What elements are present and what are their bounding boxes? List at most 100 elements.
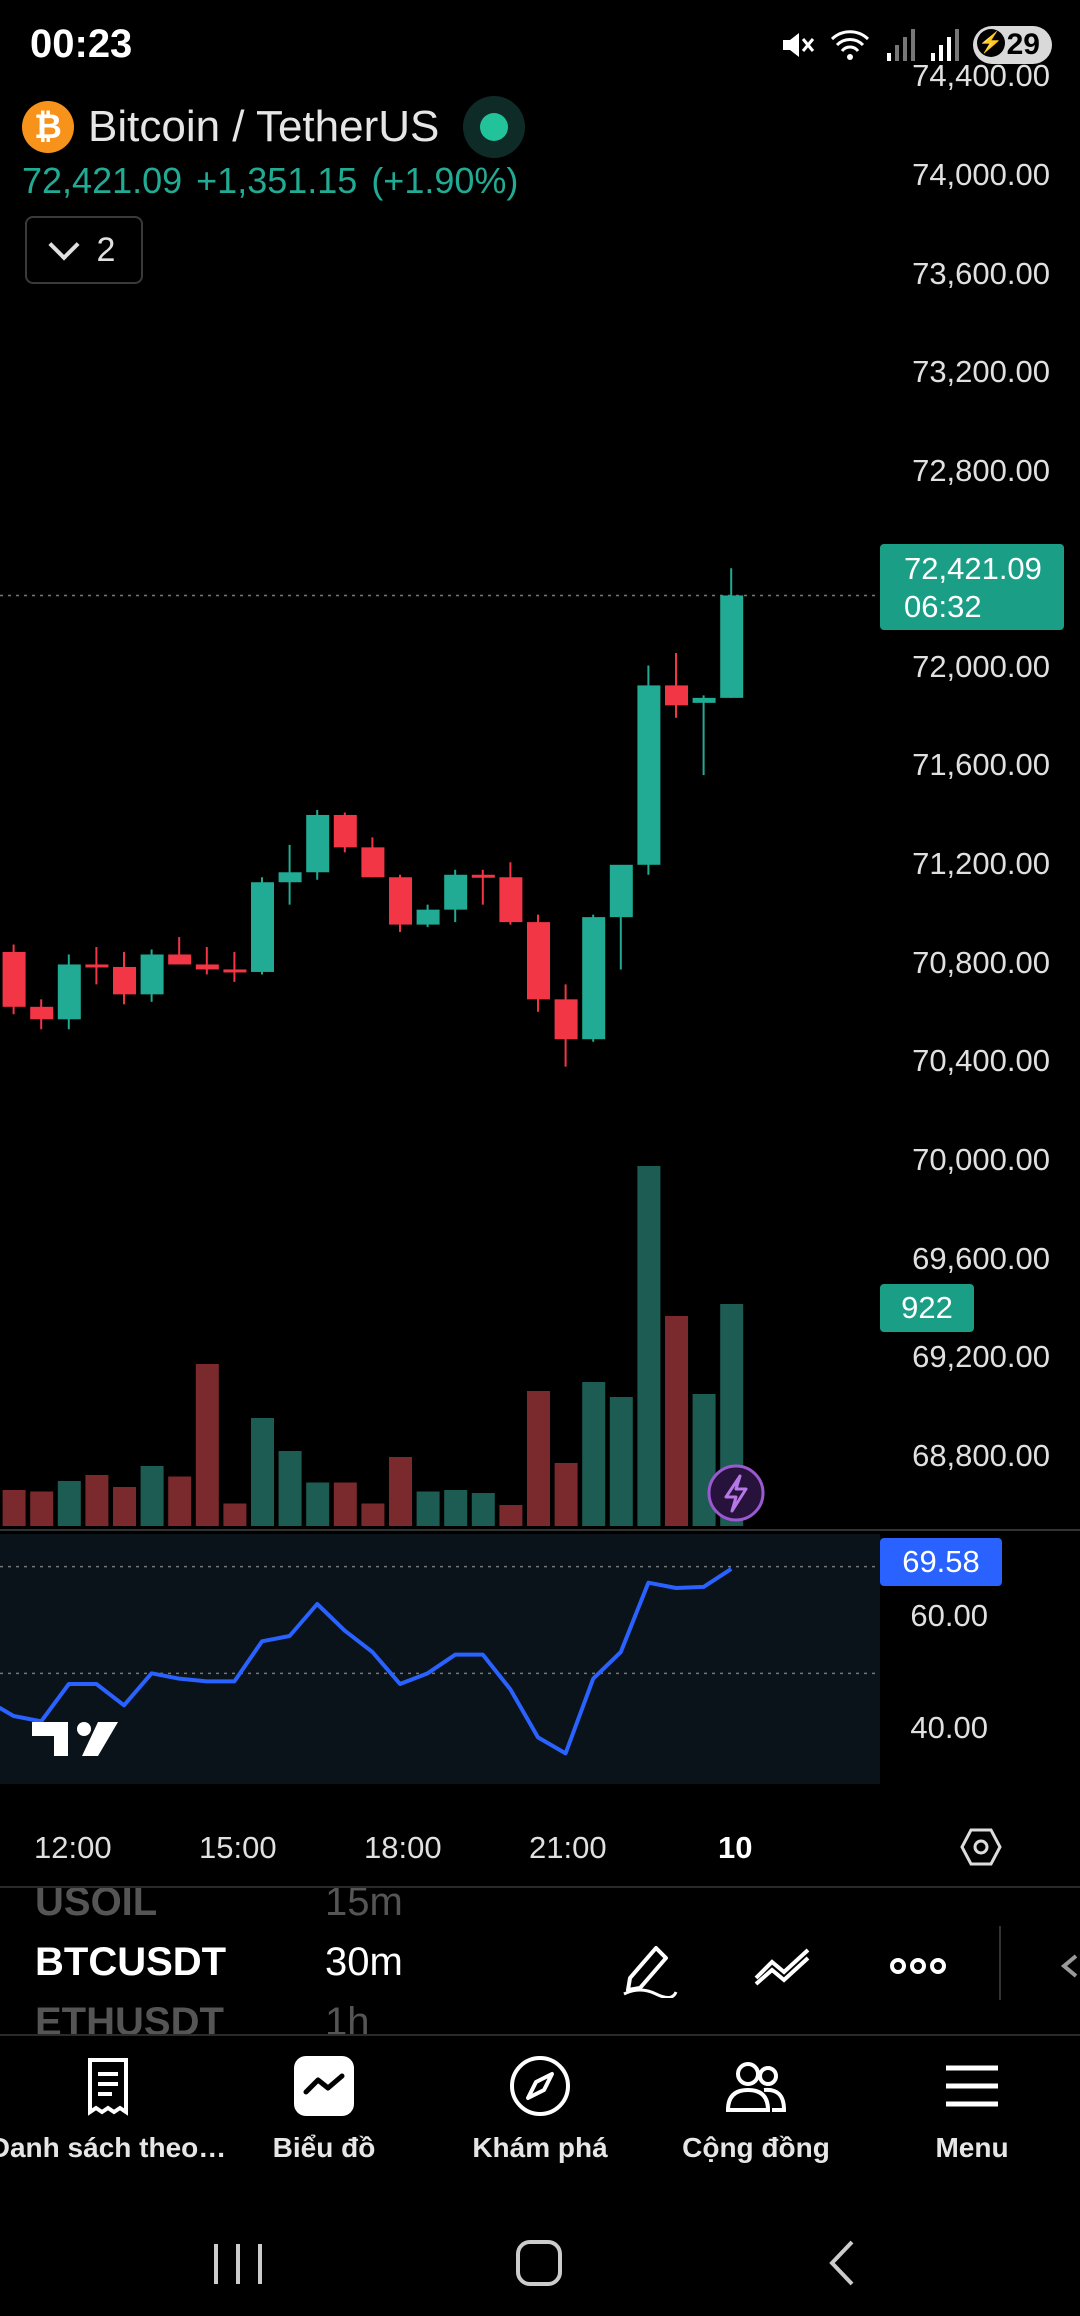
current-price-value: 72,421.09 xyxy=(904,551,1042,586)
price-axis-label: 73,200.00 xyxy=(912,354,1050,389)
symbol-next[interactable]: ETHUSDT xyxy=(35,2000,224,2036)
price-axis-label: 74,000.00 xyxy=(912,157,1050,192)
interval-prev[interactable]: 15m xyxy=(325,1886,403,1924)
symbol-prev[interactable]: USOIL xyxy=(35,1886,158,1924)
status-icons: ⚡ 29 xyxy=(779,26,1052,64)
current-price-tag: 72,421.09 06:32 xyxy=(880,544,1064,630)
wifi-icon xyxy=(830,30,869,60)
nav-explore[interactable]: Khám phá xyxy=(432,2036,648,2206)
volume-bar xyxy=(223,1503,247,1526)
last-price: 72,421.09 xyxy=(22,160,183,201)
candle-body xyxy=(692,697,716,703)
volume-bar xyxy=(527,1391,550,1526)
rsi-axis-label: 60.00 xyxy=(910,1598,988,1633)
toolbar-divider xyxy=(999,1926,1001,2000)
indicators-toggle-button[interactable]: 2 xyxy=(25,216,143,284)
volume-bar xyxy=(57,1481,81,1526)
lightning-icon xyxy=(724,1474,748,1513)
menu-icon xyxy=(946,2065,998,2107)
volume-bar xyxy=(278,1451,302,1526)
candle-body xyxy=(333,814,357,848)
collapse-icon[interactable] xyxy=(1050,1934,1080,1998)
volume-bar xyxy=(113,1487,136,1526)
indicators-count: 2 xyxy=(96,230,116,269)
candle-body xyxy=(306,814,330,873)
volume-bar xyxy=(85,1475,109,1526)
nav-label: Menu xyxy=(935,2132,1009,2163)
candle-body xyxy=(609,864,633,918)
volume-bar xyxy=(30,1491,54,1526)
chevron-down-icon xyxy=(47,229,80,261)
symbol-current[interactable]: BTCUSDT xyxy=(35,1940,227,1984)
tradingview-logo-part xyxy=(77,1722,91,1736)
signal-icon xyxy=(930,29,959,61)
volume-bar xyxy=(140,1466,164,1526)
candle-body xyxy=(582,917,606,1040)
community-icon xyxy=(725,2062,787,2112)
chart-settings-icon[interactable] xyxy=(960,1826,1002,1868)
volume-bar xyxy=(471,1493,495,1526)
chart-canvas[interactable] xyxy=(0,0,1080,1880)
symbol-picker[interactable]: USOIL 15m BTCUSDT 30m ETHUSDT 1h xyxy=(0,1886,1080,2036)
volume-bar xyxy=(665,1316,688,1526)
nav-label: Biểu đồ xyxy=(272,2132,376,2163)
nav-chart[interactable]: Biểu đồ xyxy=(216,2036,432,2206)
candle-body xyxy=(527,922,550,1000)
chart-icon xyxy=(294,2056,354,2116)
candle-body xyxy=(30,1006,54,1020)
nav-community[interactable]: Cộng đồng xyxy=(648,2036,864,2206)
system-navigation-bar xyxy=(214,2240,854,2286)
price-axis-label: 70,800.00 xyxy=(912,945,1050,980)
time-axis-label: 10 xyxy=(718,1830,753,1865)
price-axis-label: 70,400.00 xyxy=(912,1043,1050,1078)
volume-bar xyxy=(306,1482,330,1526)
more-icon[interactable] xyxy=(886,1934,950,1998)
candle-body xyxy=(195,964,219,970)
price-axis-label: 72,000.00 xyxy=(912,649,1050,684)
trendline-icon[interactable] xyxy=(750,1934,814,1998)
interval-next[interactable]: 1h xyxy=(325,2000,370,2036)
pencil-icon[interactable] xyxy=(616,1934,680,1998)
interval-current[interactable]: 30m xyxy=(325,1940,403,1984)
compass-icon xyxy=(510,2056,570,2116)
rsi-value-tag: 69.58 xyxy=(880,1538,1002,1586)
price-axis-label: 71,600.00 xyxy=(912,747,1050,782)
mute-icon xyxy=(782,33,814,57)
price-change: +1,351.15 xyxy=(196,160,358,201)
volume-bar xyxy=(333,1482,357,1526)
nav-menu[interactable]: Menu xyxy=(864,2036,1080,2206)
time-axis-label: 21:00 xyxy=(529,1830,607,1865)
nav-label: Cộng đồng xyxy=(682,2132,830,2163)
pair-title[interactable]: Bitcoin / TetherUS xyxy=(88,102,440,151)
candle-body xyxy=(361,847,385,878)
watchlist-icon xyxy=(88,2058,128,2116)
nav-label: Khám phá xyxy=(472,2132,608,2163)
rsi-panel xyxy=(0,1534,880,1784)
volume-bar xyxy=(251,1418,274,1526)
volume-bar xyxy=(582,1382,606,1526)
candle-body xyxy=(665,685,688,706)
time-axis-label: 15:00 xyxy=(199,1830,277,1865)
time-axis-label: 12:00 xyxy=(34,1830,112,1865)
nav-watchlist[interactable]: Danh sách theo… xyxy=(0,2036,226,2206)
back-icon[interactable] xyxy=(829,2240,854,2286)
candle-body xyxy=(416,909,440,925)
candle-body xyxy=(499,877,523,923)
lightning-button-ring[interactable] xyxy=(707,1464,765,1522)
home-icon[interactable] xyxy=(516,2240,562,2286)
pair-header[interactable]: ₿ Bitcoin / TetherUS xyxy=(22,96,526,158)
nav-label: Danh sách theo… xyxy=(0,2132,227,2163)
candle-body xyxy=(113,966,136,995)
candle-body xyxy=(57,964,81,1020)
candle-body xyxy=(140,954,164,995)
price-axis-label: 68,800.00 xyxy=(912,1438,1050,1473)
market-open-indicator[interactable] xyxy=(463,96,526,158)
bottom-navigation: Danh sách theo… Biểu đồ Khám phá Cộng đồ… xyxy=(0,2036,1080,2206)
candle-body xyxy=(444,874,468,910)
lightning-button-icon[interactable] xyxy=(707,1464,765,1522)
volume-bar xyxy=(554,1463,578,1526)
price-line: 72,421.09 +1,351.15 (+1.90%) xyxy=(22,160,532,202)
price-axis-label: 73,600.00 xyxy=(912,256,1050,291)
recent-apps-icon[interactable] xyxy=(214,2244,262,2284)
bitcoin-icon: ₿ xyxy=(22,101,74,153)
